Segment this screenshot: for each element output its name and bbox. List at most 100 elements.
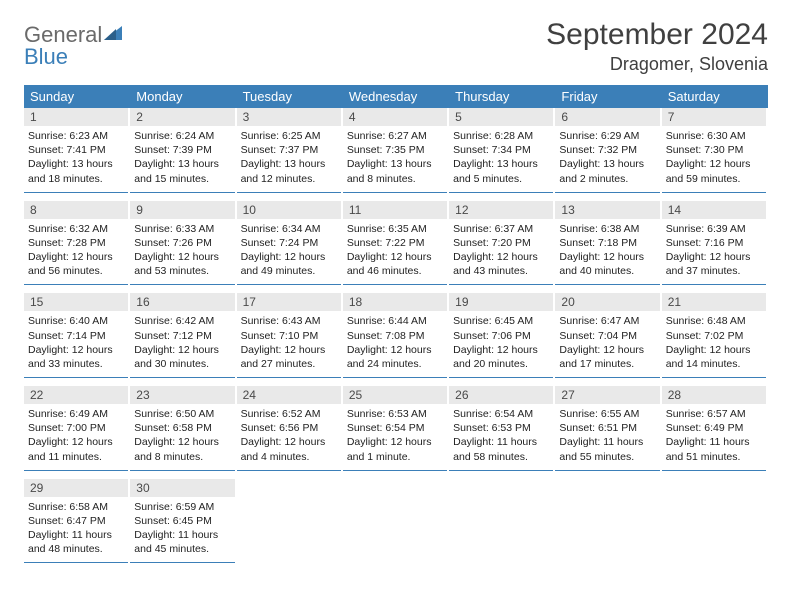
day-number: 7 (662, 108, 766, 126)
day-details: Sunrise: 6:30 AMSunset: 7:30 PMDaylight:… (662, 126, 766, 192)
daylight-line: Daylight: 12 hours and 56 minutes. (28, 250, 124, 278)
daylight-line: Daylight: 12 hours and 8 minutes. (134, 435, 230, 463)
day-number: 15 (24, 293, 128, 311)
day-details: Sunrise: 6:23 AMSunset: 7:41 PMDaylight:… (24, 126, 128, 192)
brand-text: General Blue (24, 24, 126, 68)
daylight-line: Daylight: 13 hours and 12 minutes. (241, 157, 337, 185)
daylight-line: Daylight: 13 hours and 8 minutes. (347, 157, 443, 185)
month-title: September 2024 (546, 18, 768, 52)
daylight-line: Daylight: 11 hours and 55 minutes. (559, 435, 655, 463)
day-details: Sunrise: 6:44 AMSunset: 7:08 PMDaylight:… (343, 311, 447, 377)
sunrise-line: Sunrise: 6:32 AM (28, 222, 124, 236)
sunrise-line: Sunrise: 6:55 AM (559, 407, 655, 421)
daylight-line: Daylight: 12 hours and 59 minutes. (666, 157, 762, 185)
weekday-wednesday: Wednesday (343, 85, 449, 108)
day-number: 21 (662, 293, 766, 311)
sunset-line: Sunset: 7:20 PM (453, 236, 549, 250)
calendar-page: General Blue September 2024 Dragomer, Sl… (0, 0, 792, 589)
daylight-line: Daylight: 11 hours and 48 minutes. (28, 528, 124, 556)
daylight-line: Daylight: 12 hours and 46 minutes. (347, 250, 443, 278)
daylight-line: Daylight: 12 hours and 49 minutes. (241, 250, 337, 278)
day-number: 12 (449, 201, 553, 219)
daylight-line: Daylight: 12 hours and 37 minutes. (666, 250, 762, 278)
day-number: 18 (343, 293, 447, 311)
day-number: 19 (449, 293, 553, 311)
day-details: Sunrise: 6:48 AMSunset: 7:02 PMDaylight:… (662, 311, 766, 377)
day-number: 23 (130, 386, 234, 404)
sunset-line: Sunset: 7:12 PM (134, 329, 230, 343)
daylight-line: Daylight: 13 hours and 18 minutes. (28, 157, 124, 185)
daylight-line: Daylight: 12 hours and 1 minute. (347, 435, 443, 463)
day-number: 4 (343, 108, 447, 126)
daylight-line: Daylight: 12 hours and 30 minutes. (134, 343, 230, 371)
empty-cell (662, 479, 766, 564)
sunset-line: Sunset: 6:51 PM (559, 421, 655, 435)
day-number: 14 (662, 201, 766, 219)
day-details: Sunrise: 6:34 AMSunset: 7:24 PMDaylight:… (237, 219, 341, 285)
day-cell: 28Sunrise: 6:57 AMSunset: 6:49 PMDayligh… (662, 386, 766, 471)
day-number: 27 (555, 386, 659, 404)
day-details: Sunrise: 6:29 AMSunset: 7:32 PMDaylight:… (555, 126, 659, 192)
day-number: 22 (24, 386, 128, 404)
daylight-line: Daylight: 12 hours and 33 minutes. (28, 343, 124, 371)
empty-cell (449, 479, 553, 564)
sunrise-line: Sunrise: 6:28 AM (453, 129, 549, 143)
weekday-tuesday: Tuesday (237, 85, 343, 108)
day-details: Sunrise: 6:49 AMSunset: 7:00 PMDaylight:… (24, 404, 128, 470)
sunset-line: Sunset: 6:47 PM (28, 514, 124, 528)
day-details: Sunrise: 6:37 AMSunset: 7:20 PMDaylight:… (449, 219, 553, 285)
day-cell: 8Sunrise: 6:32 AMSunset: 7:28 PMDaylight… (24, 201, 128, 286)
sunrise-line: Sunrise: 6:49 AM (28, 407, 124, 421)
brand-word2: Blue (24, 44, 68, 69)
sunrise-line: Sunrise: 6:58 AM (28, 500, 124, 514)
day-details: Sunrise: 6:40 AMSunset: 7:14 PMDaylight:… (24, 311, 128, 377)
sunrise-line: Sunrise: 6:35 AM (347, 222, 443, 236)
day-number: 1 (24, 108, 128, 126)
day-cell: 25Sunrise: 6:53 AMSunset: 6:54 PMDayligh… (343, 386, 447, 471)
day-details: Sunrise: 6:47 AMSunset: 7:04 PMDaylight:… (555, 311, 659, 377)
daylight-line: Daylight: 12 hours and 43 minutes. (453, 250, 549, 278)
sunset-line: Sunset: 7:34 PM (453, 143, 549, 157)
weekday-header-row: Sunday Monday Tuesday Wednesday Thursday… (24, 85, 768, 108)
day-cell: 27 Sunrise: 6:55 AMSunset: 6:51 PMDayligh… (555, 386, 659, 471)
sunrise-line: Sunrise: 6:25 AM (241, 129, 337, 143)
day-cell: 19Sunrise: 6:45 AMSunset: 7:06 PMDayligh… (449, 293, 553, 378)
day-number: 9 (130, 201, 234, 219)
sunset-line: Sunset: 7:16 PM (666, 236, 762, 250)
sunset-line: Sunset: 7:08 PM (347, 329, 443, 343)
day-number: 2 (130, 108, 234, 126)
daylight-line: Daylight: 11 hours and 45 minutes. (134, 528, 230, 556)
sunset-line: Sunset: 7:04 PM (559, 329, 655, 343)
sunrise-line: Sunrise: 6:29 AM (559, 129, 655, 143)
day-cell: 5Sunrise: 6:28 AMSunset: 7:34 PMDaylight… (449, 108, 553, 193)
day-number: 20 (555, 293, 659, 311)
day-cell: 21Sunrise: 6:48 AMSunset: 7:02 PMDayligh… (662, 293, 766, 378)
sunset-line: Sunset: 6:58 PM (134, 421, 230, 435)
sunrise-line: Sunrise: 6:42 AM (134, 314, 230, 328)
day-number: 17 (237, 293, 341, 311)
sunrise-line: Sunrise: 6:38 AM (559, 222, 655, 236)
sunset-line: Sunset: 7:37 PM (241, 143, 337, 157)
sunset-line: Sunset: 7:10 PM (241, 329, 337, 343)
day-details: Sunrise: 6:33 AMSunset: 7:26 PMDaylight:… (130, 219, 234, 285)
day-details: Sunrise: 6:43 AMSunset: 7:10 PMDaylight:… (237, 311, 341, 377)
sunrise-line: Sunrise: 6:47 AM (559, 314, 655, 328)
sunset-line: Sunset: 7:26 PM (134, 236, 230, 250)
day-cell: 6Sunrise: 6:29 AMSunset: 7:32 PMDaylight… (555, 108, 659, 193)
sunset-line: Sunset: 7:14 PM (28, 329, 124, 343)
day-cell: 2Sunrise: 6:24 AMSunset: 7:39 PMDaylight… (130, 108, 234, 193)
day-number: 24 (237, 386, 341, 404)
sunrise-line: Sunrise: 6:54 AM (453, 407, 549, 421)
weekday-thursday: Thursday (449, 85, 555, 108)
sunset-line: Sunset: 7:06 PM (453, 329, 549, 343)
sunset-line: Sunset: 7:02 PM (666, 329, 762, 343)
daylight-line: Daylight: 13 hours and 15 minutes. (134, 157, 230, 185)
brand-logo: General Blue (24, 18, 126, 68)
location-label: Dragomer, Slovenia (546, 54, 768, 75)
sunset-line: Sunset: 6:56 PM (241, 421, 337, 435)
day-number: 16 (130, 293, 234, 311)
day-details: Sunrise: 6:52 AMSunset: 6:56 PMDaylight:… (237, 404, 341, 470)
daylight-line: Daylight: 13 hours and 2 minutes. (559, 157, 655, 185)
sunrise-line: Sunrise: 6:52 AM (241, 407, 337, 421)
day-cell: 7Sunrise: 6:30 AMSunset: 7:30 PMDaylight… (662, 108, 766, 193)
